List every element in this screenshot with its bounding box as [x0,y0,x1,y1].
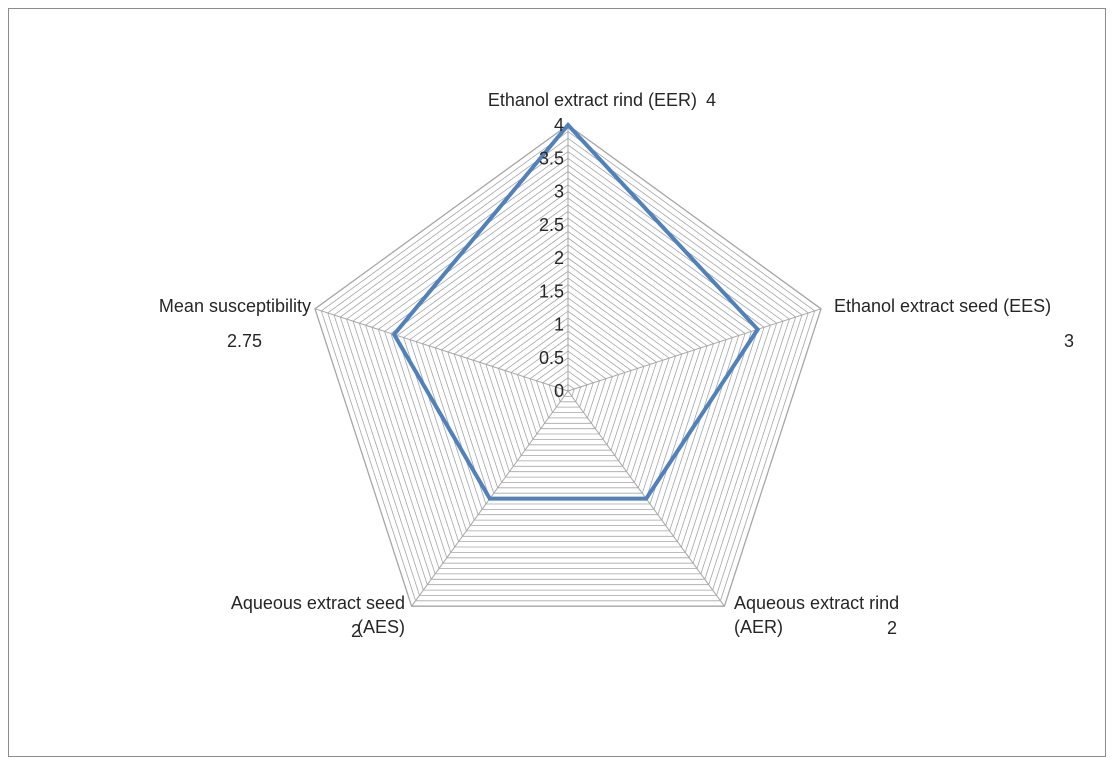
grid-ring [428,244,708,510]
tick-label: 3.5 [539,148,564,168]
grid-ring [548,370,588,408]
grid-ring [466,284,670,478]
grid-ring [314,124,822,607]
grid-ring [479,297,657,467]
grid-ring [403,217,733,532]
tick-label: 2.5 [539,215,564,235]
grid-ring [535,357,601,419]
grid-ring [472,290,664,473]
data-label: 2 [887,618,897,638]
grid-ring [497,317,639,451]
grid-ring [396,210,740,537]
grid-ring [460,277,676,483]
grid-ring [434,250,702,505]
tick-label: 1 [554,315,564,335]
grid-ring [447,264,689,494]
category-label: Aqueous extract rind (AER) [734,593,899,637]
grid-ring [365,177,771,564]
axis-spoke [314,308,569,392]
grid-ring [352,164,784,575]
grid-ring [491,310,645,457]
grid-ring [453,270,683,489]
tick-label: 0 [554,381,564,401]
tick-label: 3 [554,182,564,202]
grid-ring [542,363,594,413]
grid-ring [529,350,607,424]
grid-ring [320,131,816,602]
grid-ring [327,137,809,596]
data-label: 2.75 [227,331,262,351]
data-label: 2 [351,621,361,641]
grid-ring [510,330,626,440]
grid-ring [358,171,778,569]
category-label: Ethanol extract rind (EER) [488,90,697,110]
grid-ring [409,224,727,526]
category-label: Ethanol extract seed (EES) [834,296,1051,316]
grid-ring [346,157,790,580]
grid-ring [523,343,613,430]
grid-ring [554,377,582,403]
grid-ring [339,151,797,586]
grid-ring [333,144,803,591]
axis-spoke [567,308,822,392]
grid-ring [422,237,714,516]
category-label: Aqueous extract seed (AES) [231,593,405,637]
tick-label: 4 [554,115,564,135]
grid-ring [415,230,721,521]
grid-ring [516,337,620,435]
tick-label: 1.5 [539,281,564,301]
grid-ring [390,204,746,542]
tick-label: 2 [554,248,564,268]
tick-label: 0.5 [539,348,564,368]
data-label: 3 [1064,331,1074,351]
grid-ring [485,304,651,462]
series-line [391,121,761,501]
data-label: 4 [706,90,716,110]
grid-ring [377,191,759,553]
grid-ring [561,383,575,397]
grid-ring [504,324,632,446]
category-label: Mean susceptibility [159,296,311,316]
